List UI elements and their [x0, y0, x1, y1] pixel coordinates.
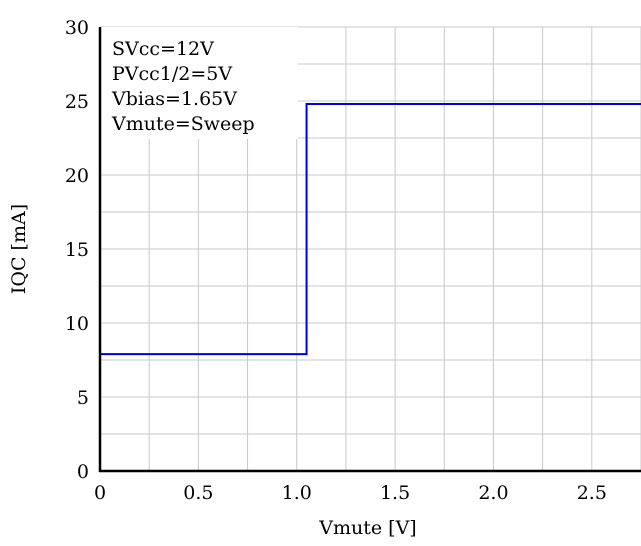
y-tick-label: 25 — [65, 91, 89, 113]
y-tick-label: 20 — [65, 165, 89, 187]
annotation-line-vbias: Vbias=1.65V — [111, 88, 237, 110]
annotation-line-pvcc: PVcc1/2=5V — [112, 63, 232, 85]
series-line — [100, 102, 641, 356]
x-tick-labels: 0 0.5 1.0 1.5 2.0 2.5 — [94, 482, 607, 504]
series-layer — [100, 102, 641, 356]
x-axis-title: Vmute [V] — [318, 517, 416, 539]
x-tick-label: 0.5 — [183, 482, 213, 504]
annotation: SVcc=12V PVcc1/2=5V Vbias=1.65V Vmute=Sw… — [111, 38, 255, 135]
x-tick-label: 1.5 — [380, 482, 410, 504]
y-tick-labels: 0 5 10 15 20 25 30 — [65, 17, 89, 483]
x-tick-label: 2.5 — [577, 482, 607, 504]
x-tick-label: 1.0 — [282, 482, 312, 504]
y-tick-label: 15 — [65, 239, 89, 261]
y-tick-label: 30 — [65, 17, 89, 39]
annotation-line-svcc: SVcc=12V — [112, 38, 214, 60]
y-tick-label: 0 — [77, 461, 89, 483]
x-tick-label: 0 — [94, 482, 106, 504]
y-tick-label: 5 — [77, 387, 89, 409]
annotation-box — [101, 27, 298, 139]
annotation-line-vmute: Vmute=Sweep — [111, 113, 255, 135]
y-axis-title: IQC [mA] — [8, 204, 30, 294]
x-tick-label: 2.0 — [478, 482, 508, 504]
y-tick-label: 10 — [65, 313, 89, 335]
